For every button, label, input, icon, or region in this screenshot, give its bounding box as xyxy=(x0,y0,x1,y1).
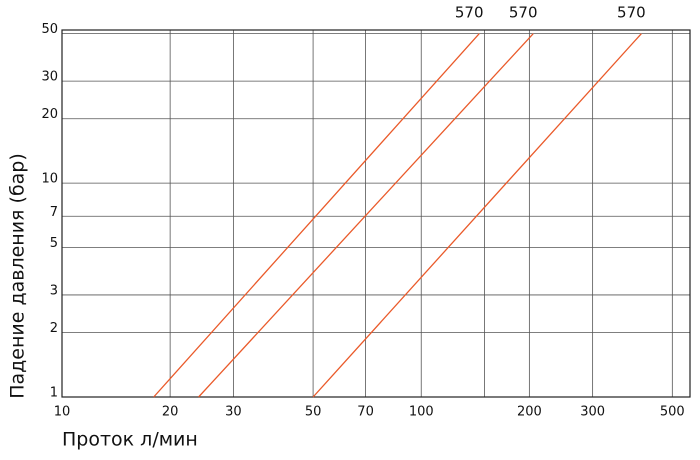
y-tick-label: 2 xyxy=(50,321,58,336)
y-tick-label: 7 xyxy=(50,205,58,220)
x-tick-label: 20 xyxy=(162,405,179,420)
line-label: 570 xyxy=(617,4,646,22)
series-line xyxy=(198,33,534,398)
y-tick-label: 5 xyxy=(50,236,58,251)
y-axis-label: Падение давления (бар) xyxy=(7,153,29,399)
x-tick-label: 30 xyxy=(225,405,242,420)
x-tick-label: 300 xyxy=(580,405,605,420)
y-tick-label: 1 xyxy=(50,386,58,401)
x-tick-label: 70 xyxy=(357,405,374,420)
x-tick-label: 500 xyxy=(660,405,685,420)
x-tick-label: 100 xyxy=(409,405,434,420)
line-label: 570 xyxy=(455,4,484,22)
y-tick-label: 10 xyxy=(41,172,58,187)
x-tick-label: 200 xyxy=(517,405,542,420)
plot-frame xyxy=(61,29,691,398)
y-tick-label: 30 xyxy=(41,70,58,85)
y-tick-label: 20 xyxy=(41,107,58,122)
y-tick-label: 50 xyxy=(41,22,58,37)
y-tick-label: 3 xyxy=(50,283,58,298)
series-line xyxy=(312,33,642,398)
x-tick-label: 50 xyxy=(305,405,322,420)
series-line xyxy=(153,33,480,398)
x-axis-label: Проток л/мин xyxy=(62,429,198,451)
line-label: 570 xyxy=(509,4,538,22)
x-tick-label: 10 xyxy=(54,405,71,420)
